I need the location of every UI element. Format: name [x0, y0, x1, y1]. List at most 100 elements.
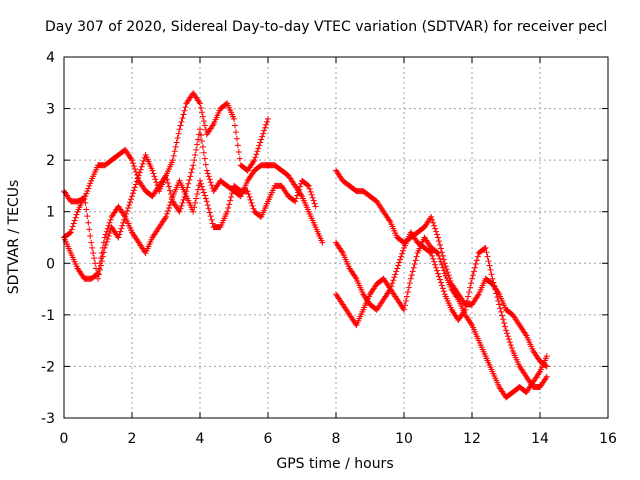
- data-point: [176, 126, 183, 133]
- data-point: [190, 162, 197, 169]
- data-point: [249, 202, 256, 209]
- data-point: [167, 199, 174, 206]
- data-point: [505, 336, 512, 343]
- data-point: [250, 158, 257, 165]
- data-point: [437, 245, 444, 252]
- data-point: [231, 115, 237, 122]
- data-point: [308, 191, 315, 198]
- data-point: [102, 231, 109, 238]
- data-point: [490, 279, 497, 286]
- data-point: [499, 312, 506, 319]
- x-tick-label: 8: [332, 431, 341, 447]
- data-point: [182, 104, 189, 111]
- data-point: [436, 276, 443, 283]
- data-point: [236, 155, 243, 162]
- data-point: [402, 297, 409, 304]
- data-point: [401, 306, 407, 313]
- data-point: [435, 252, 442, 259]
- data-point: [254, 148, 261, 155]
- data-point: [207, 179, 214, 186]
- data-point: [463, 302, 470, 309]
- data-point: [232, 129, 239, 136]
- data-point: [119, 222, 126, 229]
- data-point: [474, 253, 481, 260]
- data-point: [123, 210, 130, 217]
- data-point: [471, 264, 478, 271]
- data-point: [438, 261, 445, 268]
- data-point: [185, 180, 192, 187]
- data-point: [172, 143, 179, 150]
- y-tick-label: 1: [46, 205, 55, 221]
- data-point: [245, 191, 252, 198]
- data-point: [165, 183, 172, 190]
- data-point: [84, 188, 91, 195]
- data-point: [395, 262, 402, 269]
- data-point: [201, 192, 208, 199]
- data-point: [244, 188, 251, 195]
- data-point: [473, 257, 480, 264]
- data-point: [201, 155, 208, 162]
- data-point: [394, 265, 401, 272]
- data-point: [235, 149, 242, 156]
- data-point: [504, 333, 511, 340]
- data-point: [131, 184, 138, 191]
- data-point: [178, 202, 185, 209]
- data-point: [225, 205, 232, 212]
- data-point: [130, 187, 137, 194]
- data-point: [428, 249, 435, 256]
- data-point: [152, 176, 159, 183]
- data-point: [430, 219, 437, 226]
- data-point: [138, 163, 145, 170]
- data-point: [162, 215, 169, 222]
- data-point: [73, 211, 80, 218]
- data-point: [437, 258, 444, 265]
- data-point: [129, 193, 135, 200]
- y-tick-label: 2: [46, 153, 55, 169]
- data-point: [136, 169, 143, 176]
- data-point: [101, 244, 108, 251]
- data-point: [297, 183, 304, 190]
- data-point: [107, 216, 114, 223]
- data-point: [97, 262, 104, 269]
- data-point: [106, 230, 113, 237]
- data-point: [257, 139, 264, 146]
- data-point: [199, 143, 206, 150]
- data-point: [506, 339, 513, 346]
- data-point: [153, 179, 160, 186]
- data-point: [502, 323, 509, 330]
- data-point: [104, 235, 111, 242]
- data-point: [260, 130, 267, 137]
- data-point: [443, 266, 450, 273]
- data-point: [436, 241, 443, 248]
- data-point: [439, 285, 446, 292]
- data-point: [103, 238, 110, 245]
- data-point: [487, 266, 494, 273]
- data-point: [105, 222, 112, 229]
- data-point: [206, 176, 213, 183]
- series-track-5: [333, 229, 550, 391]
- data-point: [191, 204, 198, 211]
- data-point: [203, 167, 210, 174]
- data-point: [398, 253, 405, 260]
- data-point: [543, 353, 550, 360]
- data-point: [390, 277, 397, 284]
- data-point: [200, 149, 207, 156]
- data-point: [125, 205, 132, 212]
- data-point: [201, 122, 208, 129]
- data-point: [175, 130, 182, 137]
- data-point: [132, 181, 139, 188]
- data-point: [190, 208, 197, 215]
- data-point: [133, 178, 140, 185]
- x-axis-label: GPS time / hours: [276, 456, 394, 472]
- data-point: [294, 192, 301, 199]
- data-point: [193, 195, 200, 202]
- data-point: [128, 155, 135, 162]
- data-point: [296, 186, 303, 193]
- data-point: [98, 258, 105, 265]
- data-point: [186, 177, 193, 184]
- data-point: [91, 255, 98, 262]
- data-point: [204, 170, 211, 177]
- data-point: [431, 258, 438, 265]
- data-point: [115, 234, 122, 241]
